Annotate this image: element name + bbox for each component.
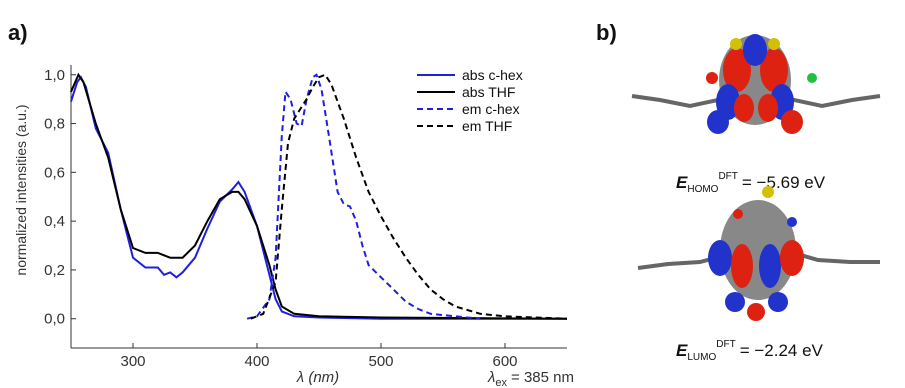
y-axis-label: normalized intensities (a.u.) <box>13 104 29 275</box>
figure: a) b) normalized intensities (a.u.) λ (n… <box>0 0 905 388</box>
y-tick-label: 0,6 <box>44 164 65 181</box>
homo-energy: EHOMODFT = −5.69 eV <box>676 171 826 195</box>
y-tick-label: 0,8 <box>44 116 65 133</box>
legend-label: em c-hex <box>462 101 520 117</box>
lumo-energy: ELUMODFT = −2.24 eV <box>676 339 824 363</box>
legend-label: abs THF <box>462 84 515 100</box>
legend-label: abs c-hex <box>462 67 523 83</box>
energy-sup: DFT <box>716 339 735 350</box>
energy-sub: HOMO <box>687 184 718 195</box>
y-tick-label: 0,0 <box>44 311 65 328</box>
annotation-sub: ex <box>495 377 507 388</box>
energy-symbol: E <box>676 341 688 360</box>
x-axis-label: λ (nm) <box>296 369 339 386</box>
y-tick-label: 0,4 <box>44 213 65 230</box>
annotation-symbol: λ <box>487 369 495 386</box>
y-tick-label: 1,0 <box>44 67 65 84</box>
panel-label: a) <box>8 20 28 45</box>
lumo-orbital-image <box>638 186 880 321</box>
energy-sub: LUMO <box>687 352 716 363</box>
legend-label: em THF <box>462 118 512 134</box>
energy-text: = −5.69 eV <box>742 173 826 192</box>
energy-text: = −2.24 eV <box>740 341 824 360</box>
y-tick-label: 0,2 <box>44 262 65 279</box>
panel-label: b) <box>596 20 617 45</box>
homo-orbital-image <box>632 34 880 134</box>
x-tick-label: 500 <box>368 353 393 370</box>
energy-symbol: E <box>676 173 688 192</box>
x-tick-label: 600 <box>492 353 517 370</box>
x-tick-label: 300 <box>120 353 145 370</box>
energy-sup: DFT <box>718 171 737 182</box>
annotation: λex = 385 nm <box>487 369 574 388</box>
annotation-text: = 385 nm <box>511 369 574 386</box>
x-tick-label: 400 <box>244 353 269 370</box>
